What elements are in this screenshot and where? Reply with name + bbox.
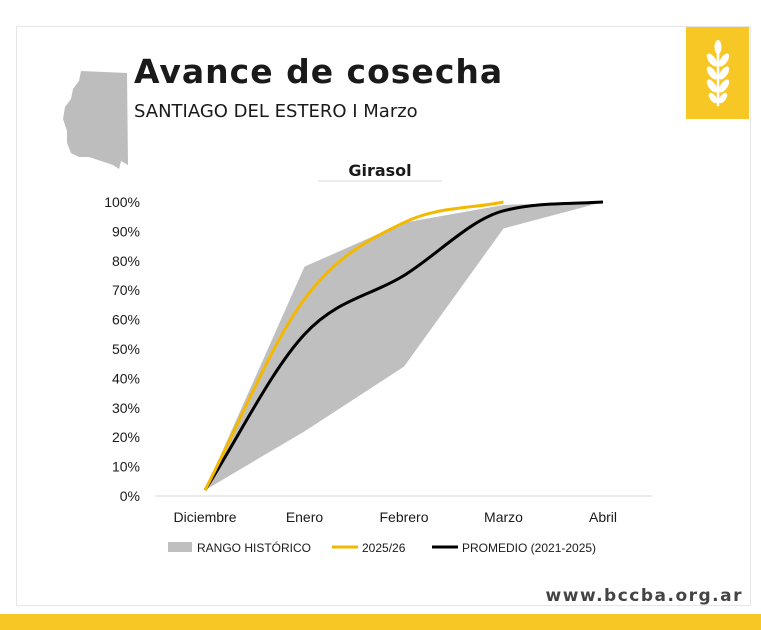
x-tick-label: Febrero <box>379 509 428 525</box>
legend-label-promedio: PROMEDIO (2021-2025) <box>462 541 596 555</box>
footer-bar <box>0 614 761 630</box>
chart-title: Girasol <box>348 161 411 180</box>
y-tick-label: 60% <box>112 312 140 328</box>
legend-label-range: RANGO HISTÓRICO <box>197 540 311 555</box>
historical-range-area <box>205 202 603 491</box>
y-tick-label: 30% <box>112 400 140 416</box>
page-title: Avance de cosecha <box>134 52 504 91</box>
y-tick-label: 40% <box>112 370 140 386</box>
province-map-icon <box>63 71 128 169</box>
x-tick-label: Abril <box>589 509 617 525</box>
footer-url[interactable]: www.bccba.org.ar <box>545 586 743 606</box>
x-tick-label: Enero <box>286 509 324 525</box>
y-tick-label: 80% <box>112 253 140 269</box>
y-tick-label: 70% <box>112 282 140 298</box>
wheat-icon <box>706 40 730 107</box>
legend-label-2025-26: 2025/26 <box>362 541 406 555</box>
legend-swatch-range <box>168 542 192 552</box>
series-line-2025-26 <box>203 200 504 491</box>
y-tick-label: 10% <box>112 459 140 475</box>
page-subtitle: SANTIAGO DEL ESTERO I Marzo <box>134 101 418 122</box>
y-tick-label: 20% <box>112 429 140 445</box>
y-tick-label: 100% <box>104 194 140 210</box>
brand-badge <box>686 27 749 119</box>
y-tick-label: 0% <box>120 488 140 504</box>
series-line-promedio <box>203 200 604 491</box>
x-tick-label: Marzo <box>484 509 523 525</box>
y-tick-label: 50% <box>112 341 140 357</box>
y-tick-label: 90% <box>112 223 140 239</box>
chart-legend: RANGO HISTÓRICO 2025/26 PROMEDIO (2021-202… <box>168 540 596 555</box>
x-tick-label: Diciembre <box>173 509 236 525</box>
